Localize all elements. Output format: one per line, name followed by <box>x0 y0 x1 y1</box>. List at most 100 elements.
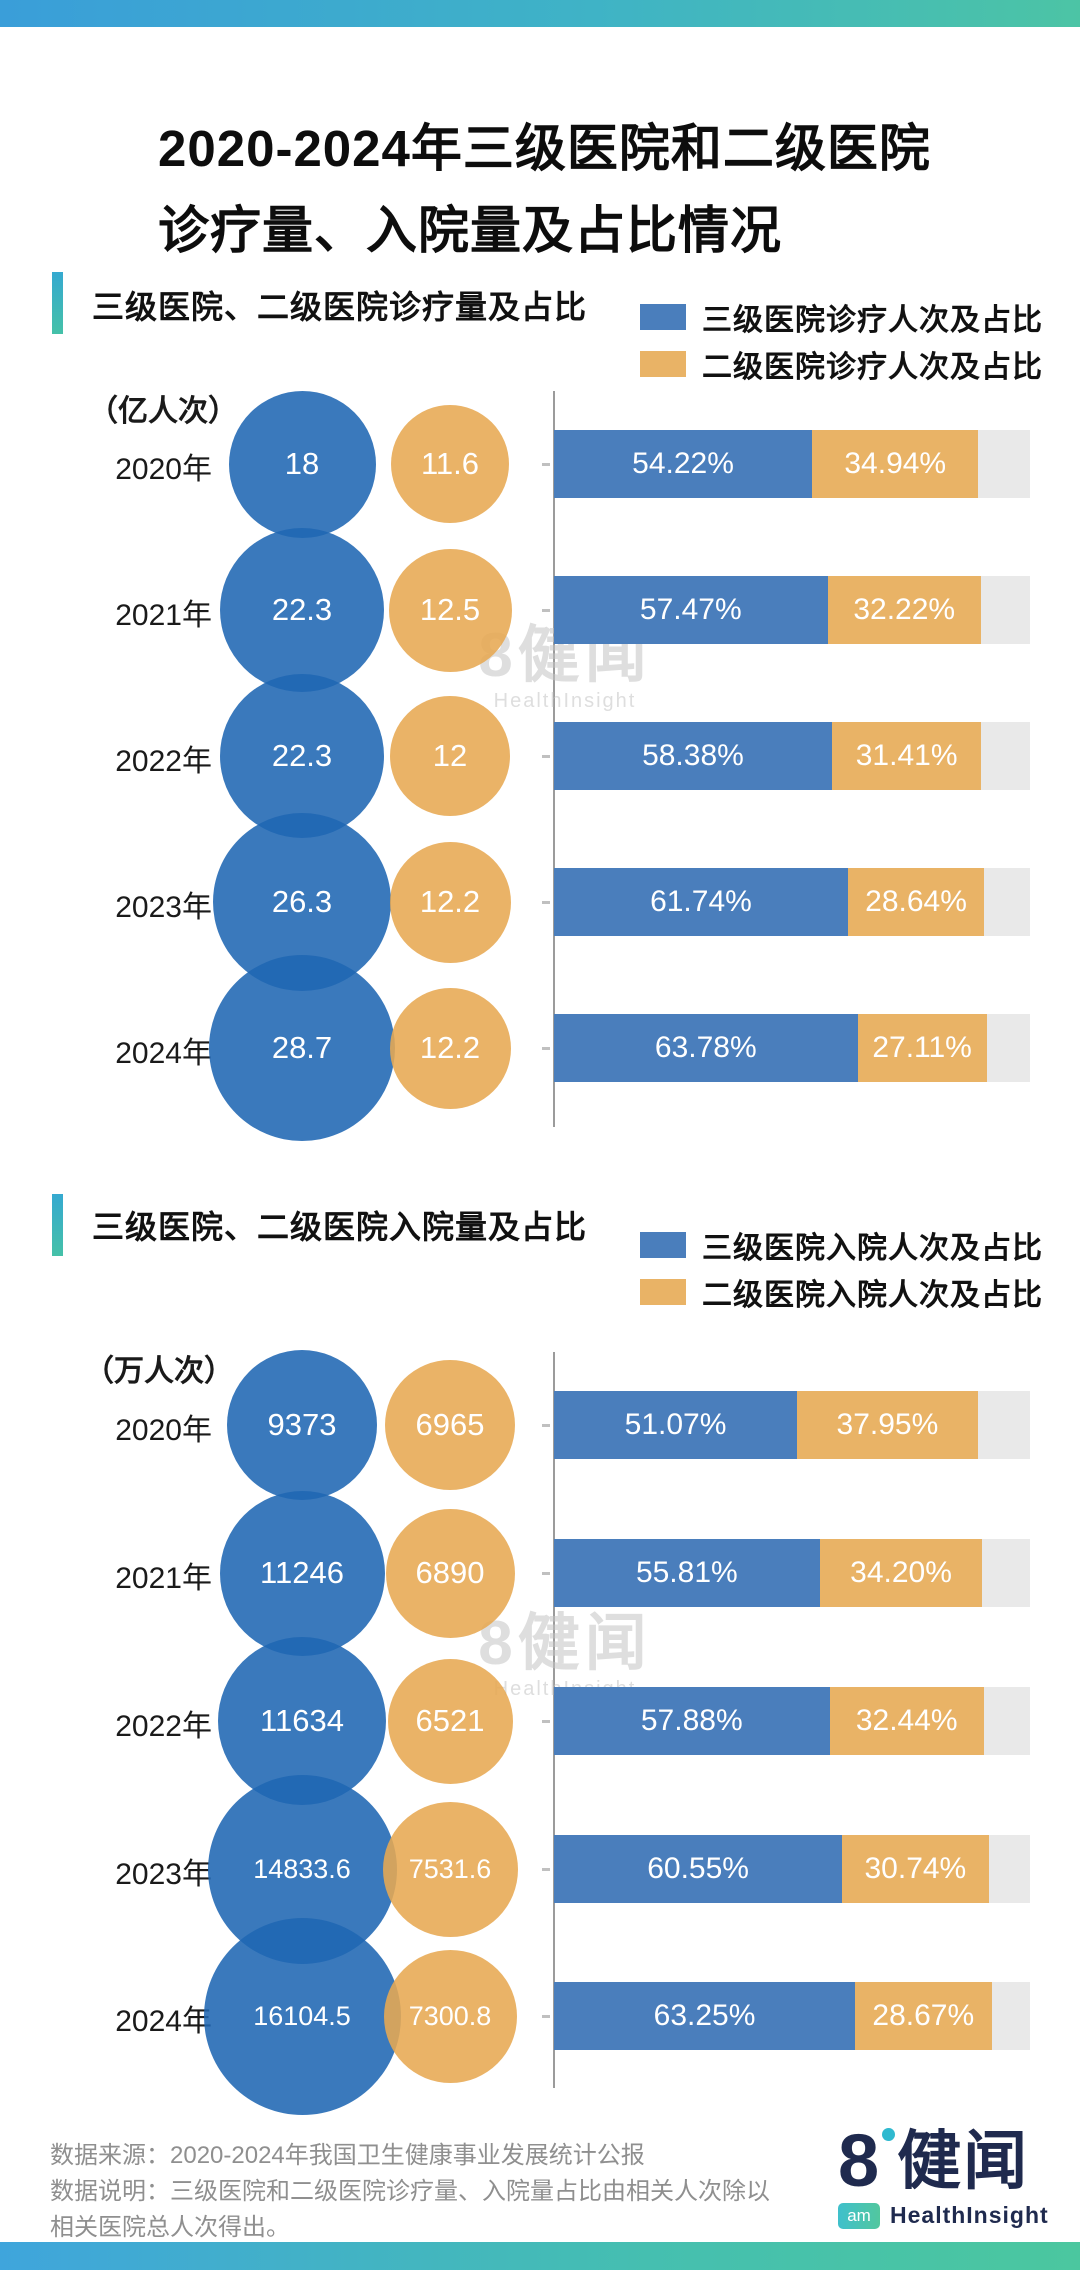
page-title: 2020-2024年三级医院和二级医院 诊疗量、入院量及占比情况 <box>158 108 931 272</box>
year-label: 2023年 <box>115 1858 212 1891</box>
legend-swatch-orange-icon <box>640 350 686 377</box>
secondary-share-segment: 27.11% <box>857 1014 987 1082</box>
axis-tick <box>542 1868 550 1871</box>
year-label: 2023年 <box>115 891 212 924</box>
share-bar-track: 57.88% 32.44% <box>554 1687 1030 1755</box>
share-bar-track: 60.55% 30.74% <box>554 1835 1030 1903</box>
page-title-line1: 2020-2024年三级医院和二级医院 <box>158 120 931 177</box>
tertiary-share-segment: 57.88% <box>554 1687 830 1755</box>
secondary-bubble: 12 <box>390 696 510 816</box>
secondary-bubble: 12.2 <box>389 841 511 963</box>
tertiary-bubble: 9373 <box>227 1350 377 1500</box>
share-bar-track: 51.07% 37.95% <box>554 1391 1030 1459</box>
year-label: 2024年 <box>115 2005 212 2038</box>
tertiary-bubble: 28.7 <box>209 955 395 1141</box>
logo-wordmark: 健闻 <box>897 2125 1030 2197</box>
year-label: 2020年 <box>115 1414 212 1447</box>
secondary-share-segment: 37.95% <box>797 1391 978 1459</box>
section1-unit-label: （亿人次） <box>88 395 238 428</box>
share-bar-track: 57.47% 32.22% <box>554 576 1030 644</box>
axis-tick <box>542 1572 550 1575</box>
section1-legend-secondary: 二级医院诊疗人次及占比 <box>640 347 1043 384</box>
axis-tick <box>542 901 550 904</box>
tertiary-share-segment: 60.55% <box>554 1835 843 1903</box>
secondary-share-segment: 34.94% <box>812 430 979 498</box>
axis-tick <box>542 609 550 612</box>
year-label: 2020年 <box>115 453 212 486</box>
year-label: 2022年 <box>115 745 212 778</box>
tertiary-share-segment: 63.78% <box>554 1014 858 1082</box>
tertiary-share-segment: 54.22% <box>554 430 813 498</box>
footer-source: 数据来源：2020-2024年我国卫生健康事业发展统计公报 <box>50 2142 645 2169</box>
axis-tick <box>542 755 550 758</box>
secondary-bubble: 7531.6 <box>382 1801 518 1937</box>
secondary-share-segment: 31.41% <box>831 722 982 790</box>
legend-label: 三级医院诊疗人次及占比 <box>702 303 1043 337</box>
top-accent-bar <box>0 0 1080 27</box>
tertiary-share-segment: 51.07% <box>554 1391 798 1459</box>
secondary-bubble: 6890 <box>385 1508 515 1638</box>
secondary-share-segment: 28.67% <box>855 1982 992 2050</box>
logo-am-badge: am <box>838 2202 880 2229</box>
logo-wordmark-row: 8 健闻 <box>838 2124 1058 2198</box>
axis-tick <box>542 1720 550 1723</box>
secondary-bubble: 12.5 <box>388 548 512 672</box>
secondary-bubble: 6965 <box>385 1360 515 1490</box>
secondary-bubble: 6521 <box>387 1658 513 1784</box>
year-label: 2022年 <box>115 1710 212 1743</box>
legend-swatch-blue-icon <box>640 1231 686 1258</box>
tertiary-share-segment: 61.74% <box>554 868 848 936</box>
share-bar-track: 55.81% 34.20% <box>554 1539 1030 1607</box>
section2-title: 三级医院、二级医院入院量及占比 <box>92 1209 588 1245</box>
year-label: 2021年 <box>115 599 212 632</box>
tertiary-bubble: 22.3 <box>220 528 384 692</box>
share-bar-track: 54.22% 34.94% <box>554 430 1030 498</box>
section1-accent-bar <box>52 272 63 334</box>
section1-legend-tertiary: 三级医院诊疗人次及占比 <box>640 300 1043 337</box>
footer-note: 数据说明：三级医院和二级医院诊疗量、入院量占比由相关人次除以相关医院总人次得出。 <box>50 2178 770 2241</box>
secondary-share-segment: 30.74% <box>842 1835 989 1903</box>
section1-title: 三级医院、二级医院诊疗量及占比 <box>92 289 588 325</box>
tertiary-share-segment: 55.81% <box>554 1539 820 1607</box>
tertiary-share-segment: 63.25% <box>554 1982 856 2050</box>
healthinsight-logo: 8 健闻 am HealthInsight <box>838 2124 1058 2229</box>
footer-notes: 数据来源：2020-2024年我国卫生健康事业发展统计公报 数据说明：三级医院和… <box>50 2138 790 2246</box>
legend-swatch-orange-icon <box>640 1278 686 1305</box>
share-bar-track: 63.25% 28.67% <box>554 1982 1030 2050</box>
secondary-bubble: 12.2 <box>389 987 511 1109</box>
watermark-brand: 8健闻 <box>478 1609 652 1678</box>
share-bar-track: 58.38% 31.41% <box>554 722 1030 790</box>
secondary-share-segment: 32.22% <box>827 576 981 644</box>
axis-tick <box>542 1047 550 1050</box>
logo-dot-icon <box>882 2128 896 2141</box>
secondary-bubble: 11.6 <box>391 405 509 523</box>
section2-legend-secondary: 二级医院入院人次及占比 <box>640 1275 1043 1312</box>
section2-unit-label: （万人次） <box>84 1355 234 1388</box>
share-bar-track: 63.78% 27.11% <box>554 1014 1030 1082</box>
secondary-bubble: 7300.8 <box>383 1949 517 2083</box>
bottom-accent-bar <box>0 2242 1080 2270</box>
tertiary-share-segment: 58.38% <box>554 722 832 790</box>
secondary-share-segment: 28.64% <box>847 868 985 936</box>
legend-swatch-blue-icon <box>640 303 686 330</box>
watermark-subtitle: HealthInsight <box>493 690 637 712</box>
secondary-share-segment: 32.44% <box>829 1687 984 1755</box>
legend-label: 二级医院诊疗人次及占比 <box>702 350 1043 384</box>
year-label: 2021年 <box>115 1562 212 1595</box>
tertiary-bubble: 22.3 <box>220 674 384 838</box>
axis-tick <box>542 1424 550 1427</box>
page-title-line2: 诊疗量、入院量及占比情况 <box>158 202 783 259</box>
tertiary-bubble: 16104.5 <box>203 1917 401 2115</box>
logo-subtitle-row: am HealthInsight <box>838 2202 1058 2229</box>
section2-accent-bar <box>52 1194 63 1256</box>
tertiary-bubble: 18 <box>228 390 376 538</box>
logo-subtitle: HealthInsight <box>890 2202 1049 2228</box>
axis-tick <box>542 2015 550 2018</box>
year-label: 2024年 <box>115 1037 212 1070</box>
legend-label: 二级医院入院人次及占比 <box>702 1278 1043 1312</box>
logo-eight: 8 <box>838 2119 880 2202</box>
section2-legend-tertiary: 三级医院入院人次及占比 <box>640 1228 1043 1265</box>
share-bar-track: 61.74% 28.64% <box>554 868 1030 936</box>
